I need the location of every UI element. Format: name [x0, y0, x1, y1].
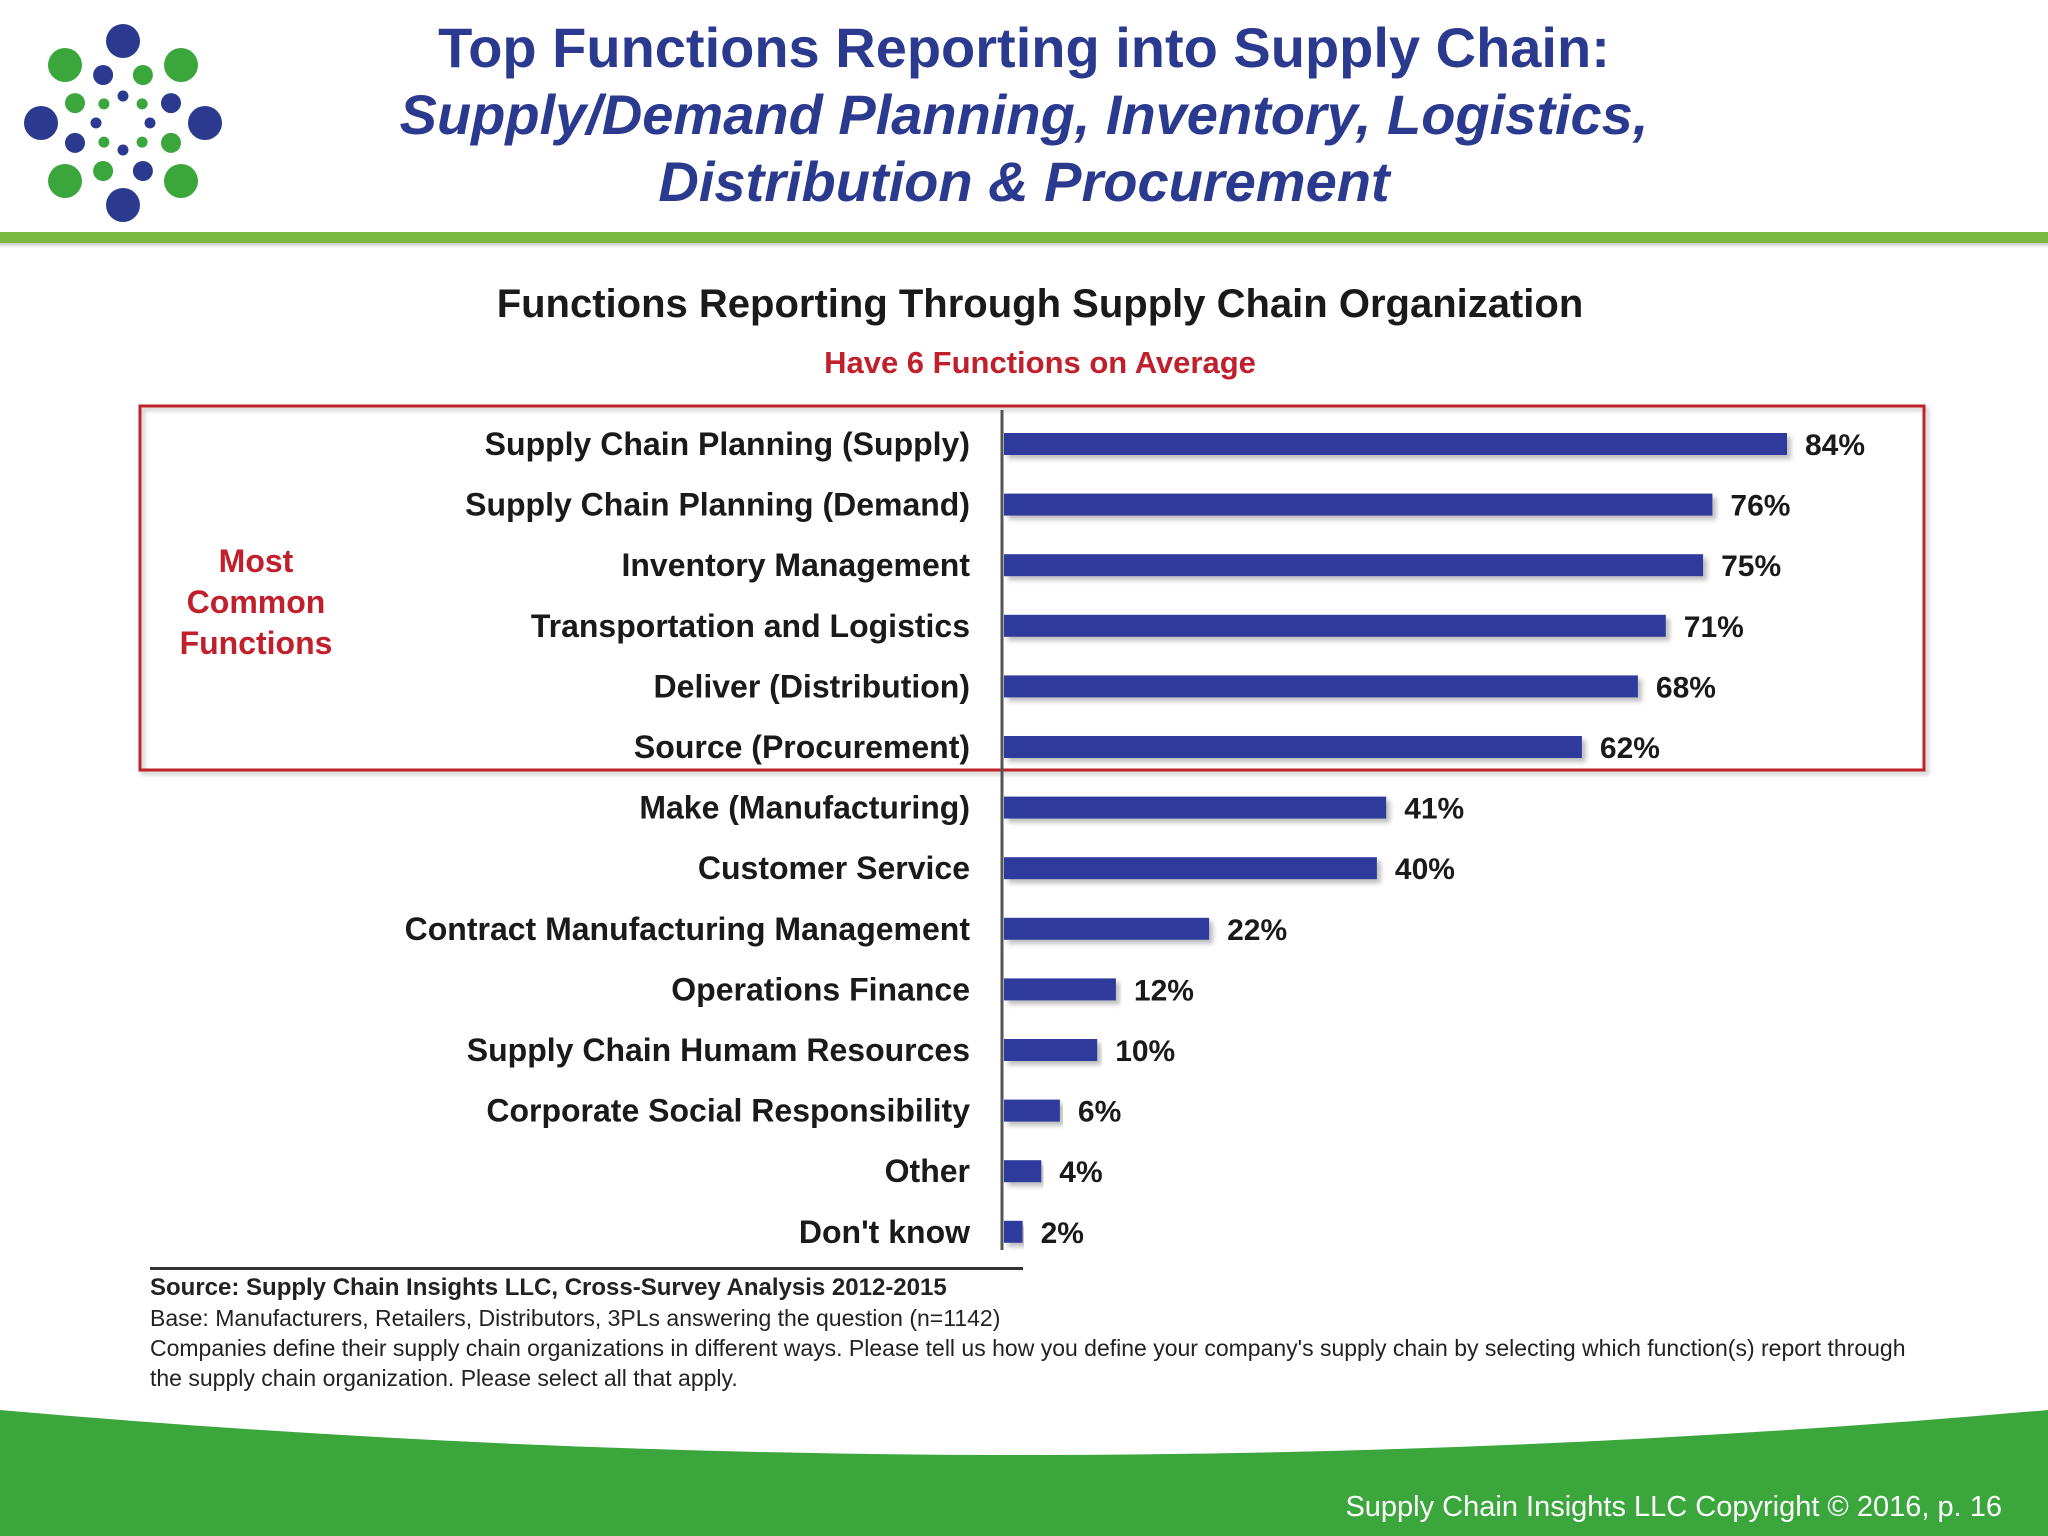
- logo-dot: [24, 106, 58, 140]
- value-label: 71%: [1684, 611, 1744, 644]
- category-label: Make (Manufacturing): [639, 790, 970, 826]
- value-label: 76%: [1730, 490, 1790, 523]
- value-label: 6%: [1078, 1096, 1121, 1129]
- bar-chart: Most Common Functions Supply Chain Planning…: [138, 404, 1926, 1250]
- logo-dot: [117, 144, 129, 156]
- category-label: Other: [885, 1153, 970, 1189]
- logo-dot: [161, 132, 181, 153]
- bar: [1004, 1160, 1042, 1183]
- title-line-1: Top Functions Reporting into Supply Chai…: [438, 16, 1610, 79]
- bar: [1004, 433, 1787, 455]
- chart-title: Functions Reporting Through Supply Chain…: [496, 282, 1584, 326]
- bar: [1004, 1220, 1023, 1243]
- logo-dot: [98, 98, 110, 110]
- footer-copyright: Supply Chain Insights LLC Copyright © 20…: [1345, 1491, 2002, 1523]
- logo-dot: [93, 161, 114, 181]
- value-label: 41%: [1404, 793, 1464, 826]
- category-label: Customer Service: [698, 850, 970, 886]
- bar: [1004, 1039, 1098, 1061]
- source-rule: [150, 1267, 1023, 1270]
- logo-dot: [164, 164, 198, 198]
- logo-dot: [98, 136, 110, 148]
- dot-burst-logo-icon: [24, 24, 222, 222]
- header-divider: [0, 232, 2048, 243]
- value-label: 4%: [1059, 1156, 1102, 1189]
- value-label: 2%: [1041, 1217, 1084, 1250]
- logo-dot: [144, 117, 156, 129]
- logo-dot: [117, 90, 129, 102]
- category-label: Inventory Management: [621, 547, 970, 583]
- value-label: 22%: [1227, 914, 1287, 947]
- category-label: Don't know: [799, 1214, 970, 1250]
- logo-dot: [65, 93, 85, 114]
- value-label: 62%: [1600, 732, 1660, 765]
- value-label: 84%: [1805, 429, 1865, 462]
- category-label: Corporate Social Responsibility: [486, 1093, 970, 1129]
- logo-dot: [48, 48, 82, 82]
- logo-dot: [136, 136, 148, 148]
- value-label: 68%: [1656, 671, 1716, 704]
- logo-dot: [65, 132, 85, 153]
- bar: [1004, 978, 1116, 1001]
- bar: [1004, 796, 1387, 819]
- header-divider-shadow: [0, 243, 2048, 248]
- slide-title: Top Functions Reporting into Supply Chai…: [240, 14, 1808, 215]
- logo-dot: [161, 93, 181, 114]
- value-label: 75%: [1721, 550, 1781, 583]
- category-label: Transportation and Logistics: [531, 608, 970, 644]
- logo-dot: [188, 106, 222, 140]
- title-line-2: Supply/Demand Planning, Inventory, Logis…: [399, 83, 1649, 146]
- bar: [1004, 493, 1713, 516]
- value-label: 40%: [1395, 853, 1455, 886]
- category-label: Deliver (Distribution): [654, 668, 970, 704]
- category-label: Supply Chain Planning (Supply): [485, 426, 970, 462]
- logo-dot: [132, 161, 153, 181]
- bar: [1004, 917, 1210, 940]
- logo-dot: [90, 117, 102, 129]
- value-label: 10%: [1115, 1035, 1175, 1068]
- logo-dot: [132, 65, 153, 85]
- bar: [1004, 736, 1582, 758]
- highlight-annotation: Most Common Functions: [180, 543, 333, 661]
- category-label: Source (Procurement): [634, 729, 970, 765]
- base-line: Base: Manufacturers, Retailers, Distribu…: [150, 1305, 1001, 1331]
- highlight-box: [138, 404, 1926, 772]
- value-label: 12%: [1134, 974, 1194, 1007]
- category-label: Contract Manufacturing Management: [405, 911, 971, 947]
- logo-dot: [93, 65, 114, 85]
- category-label: Supply Chain Planning (Demand): [465, 487, 970, 523]
- category-label: Operations Finance: [671, 971, 970, 1007]
- bar: [1004, 675, 1638, 698]
- bar: [1004, 614, 1666, 637]
- logo-dot: [106, 188, 140, 222]
- title-line-3: Distribution & Procurement: [658, 150, 1390, 213]
- chart-subtitle: Have 6 Functions on Average: [824, 345, 1256, 380]
- category-label: Supply Chain Humam Resources: [467, 1032, 970, 1068]
- source-notes: Source: Supply Chain Insights LLC, Cross…: [150, 1273, 1910, 1393]
- question-text: Companies define their supply chain orga…: [150, 1335, 1906, 1391]
- logo-dot: [164, 48, 198, 82]
- bar: [1004, 1099, 1060, 1122]
- source-line: Source: Supply Chain Insights LLC, Cross…: [150, 1274, 947, 1301]
- logo-dot: [136, 98, 148, 110]
- logo-dot: [48, 164, 82, 198]
- bar: [1004, 554, 1704, 577]
- footer-band: [0, 1410, 2048, 1536]
- bar: [1004, 857, 1377, 880]
- logo-dot: [106, 24, 140, 58]
